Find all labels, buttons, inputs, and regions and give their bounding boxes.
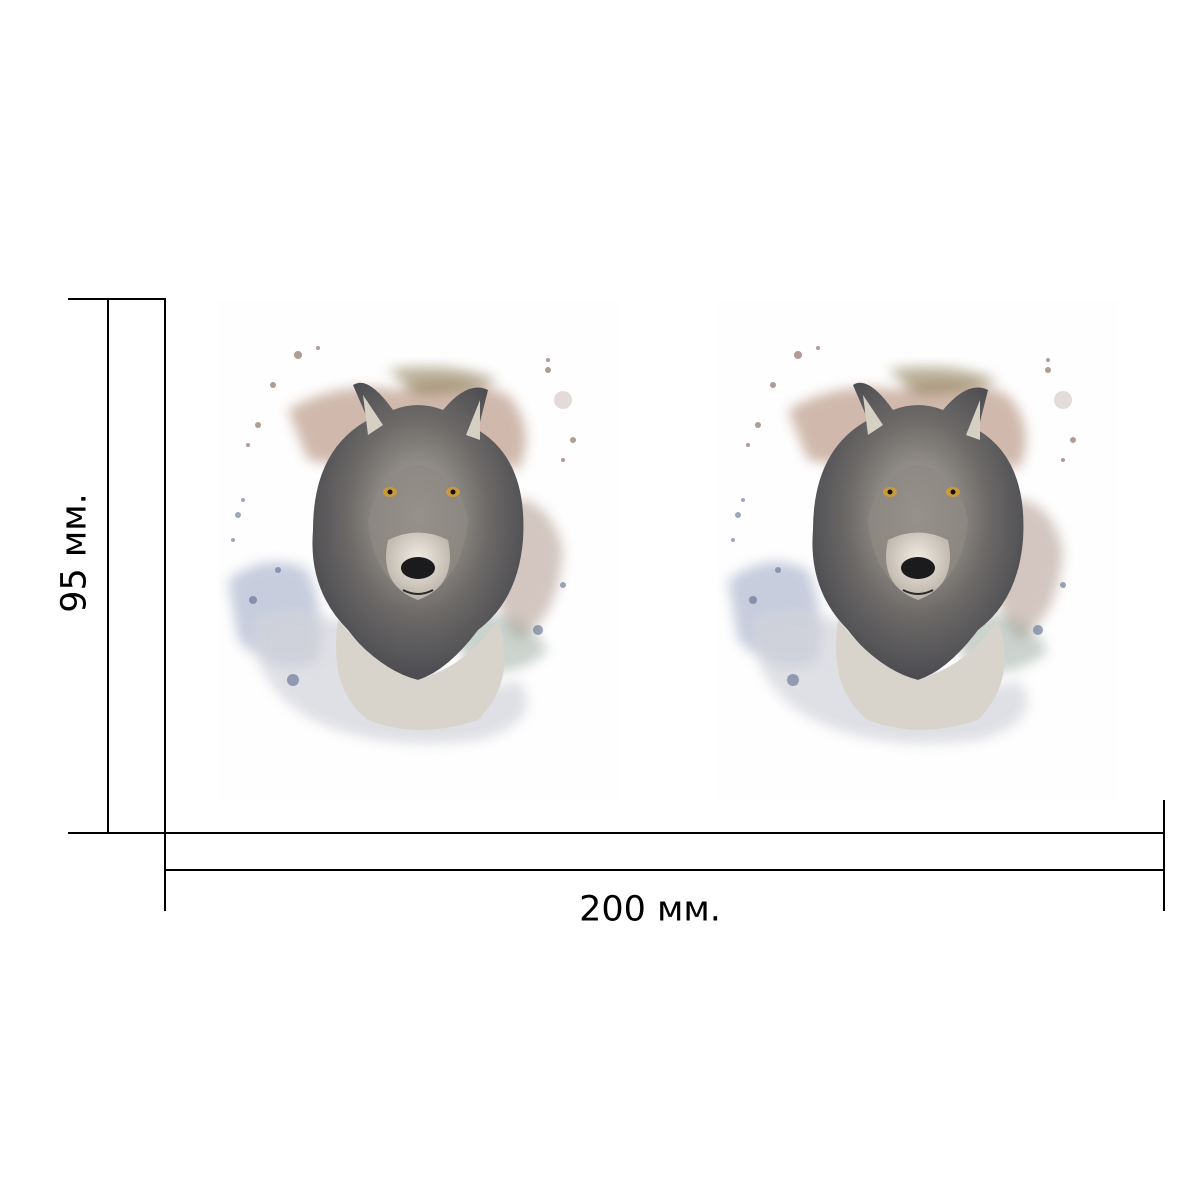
wolf-print-left: [218, 300, 618, 800]
height-label: 95 мм.: [54, 493, 95, 613]
wolf-print-right: [718, 300, 1118, 800]
width-label: 200 мм.: [579, 889, 721, 930]
wolf-portrait-icon: [728, 346, 1076, 744]
wolf-portrait-icon: [228, 346, 576, 744]
